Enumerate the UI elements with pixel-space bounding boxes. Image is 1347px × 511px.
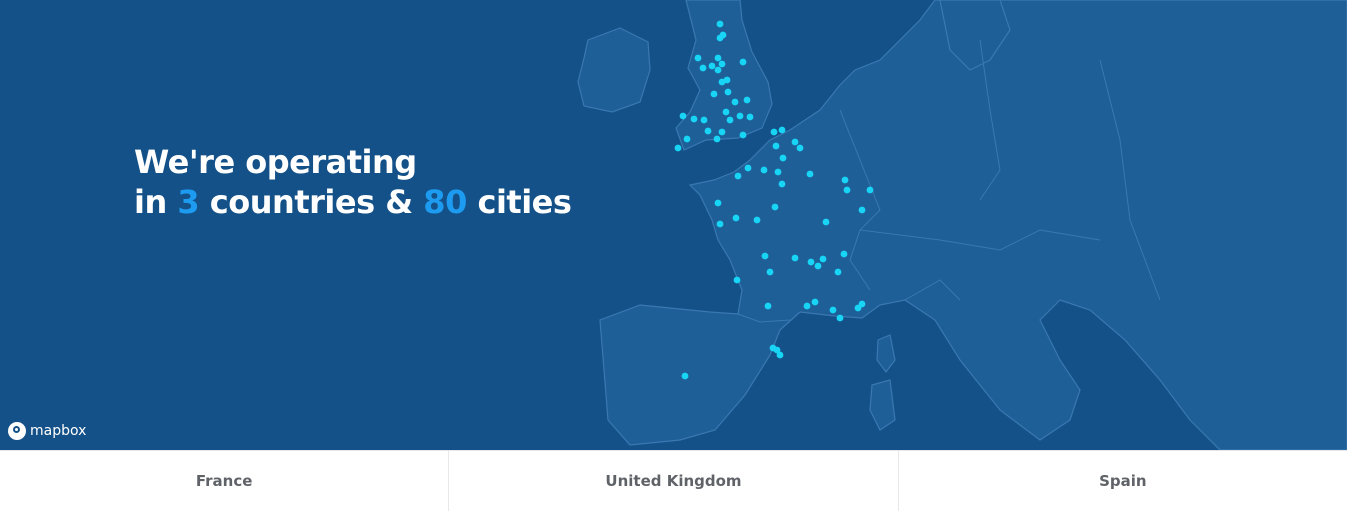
city-dots-layer xyxy=(674,20,874,380)
city-dot-icon xyxy=(714,66,722,74)
city-dot-icon xyxy=(772,142,780,150)
city-dot-icon xyxy=(718,60,726,68)
city-dot-icon xyxy=(710,90,718,98)
city-dot-icon xyxy=(681,372,689,380)
countries-count: 3 xyxy=(177,183,200,221)
city-dot-icon xyxy=(807,258,815,266)
border-de-pl xyxy=(979,39,1001,201)
city-dot-icon xyxy=(764,302,772,310)
city-dot-icon xyxy=(761,252,769,260)
border-fr-de xyxy=(839,109,881,291)
city-dot-icon xyxy=(700,116,708,124)
land-scandinavia xyxy=(939,0,1011,71)
city-dot-icon xyxy=(791,138,799,146)
mapbox-logo-icon xyxy=(8,422,26,440)
city-dot-icon xyxy=(766,268,774,276)
land-ireland xyxy=(577,27,651,113)
land-sardinia xyxy=(869,379,896,431)
city-dot-icon xyxy=(822,218,830,226)
city-dot-icon xyxy=(819,255,827,263)
city-dot-icon xyxy=(744,164,752,172)
city-dot-icon xyxy=(834,268,842,276)
city-dot-icon xyxy=(760,166,768,174)
city-dot-icon xyxy=(811,298,819,306)
city-dot-icon xyxy=(858,206,866,214)
city-dot-icon xyxy=(723,76,731,84)
mapbox-label: mapbox xyxy=(30,423,87,439)
city-dot-icon xyxy=(690,115,698,123)
headline-line1: We're operating xyxy=(134,143,417,181)
cities-count: 80 xyxy=(423,183,467,221)
land-corsica xyxy=(876,334,896,373)
tab-united-kingdom[interactable]: United Kingdom xyxy=(449,451,899,511)
city-dot-icon xyxy=(736,112,744,120)
land-continent xyxy=(599,0,1347,450)
city-dot-icon xyxy=(774,168,782,176)
city-dot-icon xyxy=(753,216,761,224)
city-dot-icon xyxy=(731,98,739,106)
city-dot-icon xyxy=(674,144,682,152)
city-dot-icon xyxy=(714,54,722,62)
city-dot-icon xyxy=(866,186,874,194)
tab-spain[interactable]: Spain xyxy=(1099,472,1147,490)
city-dot-icon xyxy=(806,170,814,178)
city-dot-icon xyxy=(814,262,822,270)
city-dot-icon xyxy=(769,344,777,352)
city-dot-icon xyxy=(739,131,747,139)
city-dot-icon xyxy=(716,220,724,228)
city-dot-icon xyxy=(746,113,754,121)
city-dot-icon xyxy=(743,96,751,104)
tab-france[interactable]: France xyxy=(0,451,450,511)
city-dot-icon xyxy=(840,250,848,258)
mapbox-attribution[interactable]: mapbox xyxy=(8,422,86,440)
city-dot-icon xyxy=(722,108,730,116)
border-east xyxy=(1099,59,1161,301)
cities-suffix: cities xyxy=(477,183,572,221)
city-dot-icon xyxy=(708,62,716,70)
map[interactable]: We're operating in 3 countries & 80 citi… xyxy=(0,0,1347,450)
country-tabs: France United Kingdom Spain xyxy=(0,450,1347,511)
countries-suffix: countries & xyxy=(209,183,413,221)
city-dot-icon xyxy=(724,88,732,96)
city-dot-icon xyxy=(714,199,722,207)
headline-prefix: in xyxy=(134,183,167,221)
border-fr-es xyxy=(737,313,791,323)
city-dot-icon xyxy=(803,302,811,310)
city-dot-icon xyxy=(713,135,721,143)
city-dot-icon xyxy=(836,314,844,322)
city-dot-icon xyxy=(739,58,747,66)
city-dot-icon xyxy=(704,127,712,135)
city-dot-icon xyxy=(699,64,707,72)
city-dot-icon xyxy=(771,203,779,211)
city-dot-icon xyxy=(796,144,804,152)
city-dot-icon xyxy=(779,154,787,162)
city-dot-icon xyxy=(683,135,691,143)
border-italy xyxy=(904,279,961,301)
map-land xyxy=(577,0,1347,450)
city-dot-icon xyxy=(776,351,784,359)
city-dot-icon xyxy=(716,20,724,28)
city-dot-icon xyxy=(770,128,778,136)
city-dot-icon xyxy=(843,186,851,194)
city-dot-icon xyxy=(778,180,786,188)
city-dot-icon xyxy=(841,176,849,184)
headline: We're operating in 3 countries & 80 citi… xyxy=(134,142,572,222)
city-dot-icon xyxy=(778,126,786,134)
city-dot-icon xyxy=(733,276,741,284)
city-dot-icon xyxy=(829,306,837,314)
city-dot-icon xyxy=(734,172,742,180)
city-dot-icon xyxy=(718,128,726,136)
city-dot-icon xyxy=(679,112,687,120)
land-great-britain xyxy=(675,0,773,151)
city-dot-icon xyxy=(716,34,724,42)
city-dot-icon xyxy=(732,214,740,222)
city-dot-icon xyxy=(858,300,866,308)
border-alps xyxy=(859,229,1101,251)
city-dot-icon xyxy=(726,116,734,124)
headline-line2: in 3 countries & 80 cities xyxy=(134,182,572,222)
city-dot-icon xyxy=(694,54,702,62)
city-dot-icon xyxy=(791,254,799,262)
